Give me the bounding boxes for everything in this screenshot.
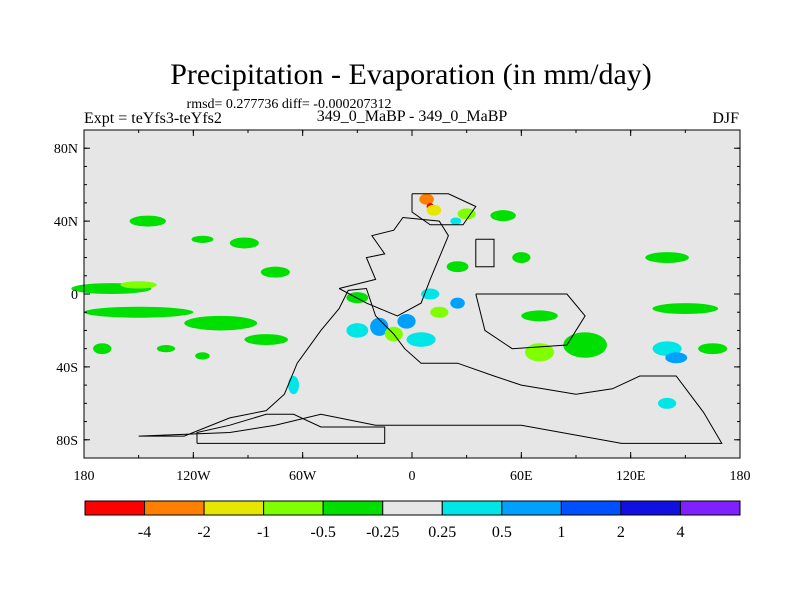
colorbar-swatch: [263, 500, 324, 516]
anomaly-cell: [457, 208, 476, 220]
colorbar-label: -0.25: [366, 524, 399, 541]
anomaly-cell: [397, 314, 416, 329]
anomaly-cell: [390, 345, 405, 353]
x-tick-label: 120W: [176, 469, 211, 484]
colorbar-swatch: [203, 500, 265, 516]
map-plot: [71, 129, 741, 459]
coastline: [196, 413, 386, 444]
anomaly-cell: [406, 332, 436, 347]
colorbar-swatch: [84, 500, 146, 516]
colorbar-label: -4: [138, 524, 151, 541]
anomaly-cell: [488, 388, 518, 400]
colorbar-label: 1: [557, 524, 565, 541]
anomaly-cell: [446, 261, 469, 273]
colorbar-swatch: [441, 500, 503, 516]
experiment-label: Expt = teYfs3-teYfs2: [84, 110, 222, 127]
y-tick-label: 40N: [54, 215, 78, 230]
season-label: DJF: [712, 110, 739, 127]
continent-outlines: [138, 193, 723, 444]
anomaly-cell: [490, 210, 516, 222]
x-tick-label: 180: [730, 469, 751, 484]
anomaly-cell: [495, 235, 511, 243]
x-tick-label: 120E: [616, 469, 646, 484]
anomaly-cell: [617, 323, 662, 338]
y-axis: 80N 40N 0 40S 80S: [54, 129, 740, 459]
y-tick-label: 80N: [54, 142, 78, 157]
plot-background: [84, 130, 740, 458]
colorbar-label: 2: [617, 524, 625, 541]
coastline: [411, 193, 477, 226]
colorbar-label: 0.25: [428, 524, 456, 541]
anomaly-cell: [574, 397, 597, 409]
colorbar-label: 0.5: [492, 524, 512, 541]
anomaly-cell: [120, 281, 157, 289]
colorbar-swatch: [679, 500, 741, 516]
colorbar-swatch: [501, 500, 562, 516]
anomaly-cell: [364, 279, 387, 291]
coastline: [138, 287, 723, 444]
anomaly-cell: [93, 343, 112, 355]
anomaly-cell: [698, 343, 728, 355]
colorbar-label: -0.5: [311, 524, 336, 541]
anomaly-cell: [652, 303, 719, 315]
x-tick-label: 0: [409, 469, 416, 484]
anomaly-cell: [694, 270, 731, 282]
anomaly-cell: [450, 297, 465, 309]
anomaly-cell: [244, 334, 289, 346]
anomaly-cell: [645, 252, 689, 264]
anomaly-cell: [220, 388, 239, 400]
colorbar-swatch: [382, 500, 443, 516]
colorbar-label: 4: [676, 524, 684, 541]
colorbar-swatch: [322, 500, 384, 516]
anomaly-cell: [450, 217, 462, 225]
anomaly-cell: [184, 315, 258, 331]
anomaly-cell: [442, 202, 458, 214]
x-tick-label: 180: [74, 469, 95, 484]
anomaly-cell: [229, 237, 259, 249]
anomaly-cell: [370, 317, 389, 336]
x-axis: 180 120W 60W 0 60E 120E 180: [74, 130, 751, 484]
case-label: 349_0_MaBP - 349_0_MaBP: [317, 108, 508, 125]
y-tick-label: 80S: [56, 434, 78, 449]
anomaly-fields: [71, 193, 731, 428]
anomaly-cell: [506, 328, 536, 340]
anomaly-cell: [419, 193, 434, 205]
coastline: [338, 216, 449, 317]
anomaly-cell: [665, 352, 688, 364]
anomaly-cell: [84, 306, 194, 318]
anomaly-cell: [96, 242, 126, 254]
colorbar-swatch: [560, 500, 622, 516]
anomaly-cell: [512, 252, 531, 264]
x-tick-label: 60W: [289, 469, 317, 484]
anomaly-cell: [93, 394, 112, 406]
anomaly-cell: [579, 290, 609, 298]
anomaly-cell: [521, 310, 558, 322]
anomaly-cell: [156, 345, 176, 353]
anomaly-cell: [288, 376, 300, 395]
anomaly-cell: [260, 266, 290, 278]
y-tick-label: 40S: [56, 361, 78, 376]
anomaly-cell: [652, 341, 682, 356]
colorbar-label: -1: [257, 524, 270, 541]
anomaly-cell: [658, 397, 677, 409]
anomaly-cell: [195, 352, 210, 360]
colorbar-label: -2: [197, 524, 210, 541]
colorbar: -4 -2 -1 -0.5 -0.25 0.25 0.5 1 2 4: [84, 500, 741, 541]
coastline: [475, 293, 586, 350]
chart-title: Precipitation - Evaporation (in mm/day): [170, 58, 652, 91]
stats-text: rmsd= 0.277736 diff= -0.000207312: [187, 97, 392, 112]
anomaly-cell: [129, 215, 166, 227]
anomaly-cell: [191, 235, 214, 243]
anomaly-cell: [563, 332, 607, 358]
colorbar-swatch: [620, 500, 681, 516]
y-tick-label: 0: [71, 288, 78, 303]
anomaly-cell: [346, 323, 369, 338]
anomaly-cell: [430, 306, 449, 318]
anomaly-cell: [426, 204, 442, 216]
colorbar-swatch: [144, 500, 205, 516]
x-tick-label: 60E: [510, 469, 533, 484]
anomaly-cell: [421, 288, 440, 300]
coastline: [475, 238, 495, 268]
